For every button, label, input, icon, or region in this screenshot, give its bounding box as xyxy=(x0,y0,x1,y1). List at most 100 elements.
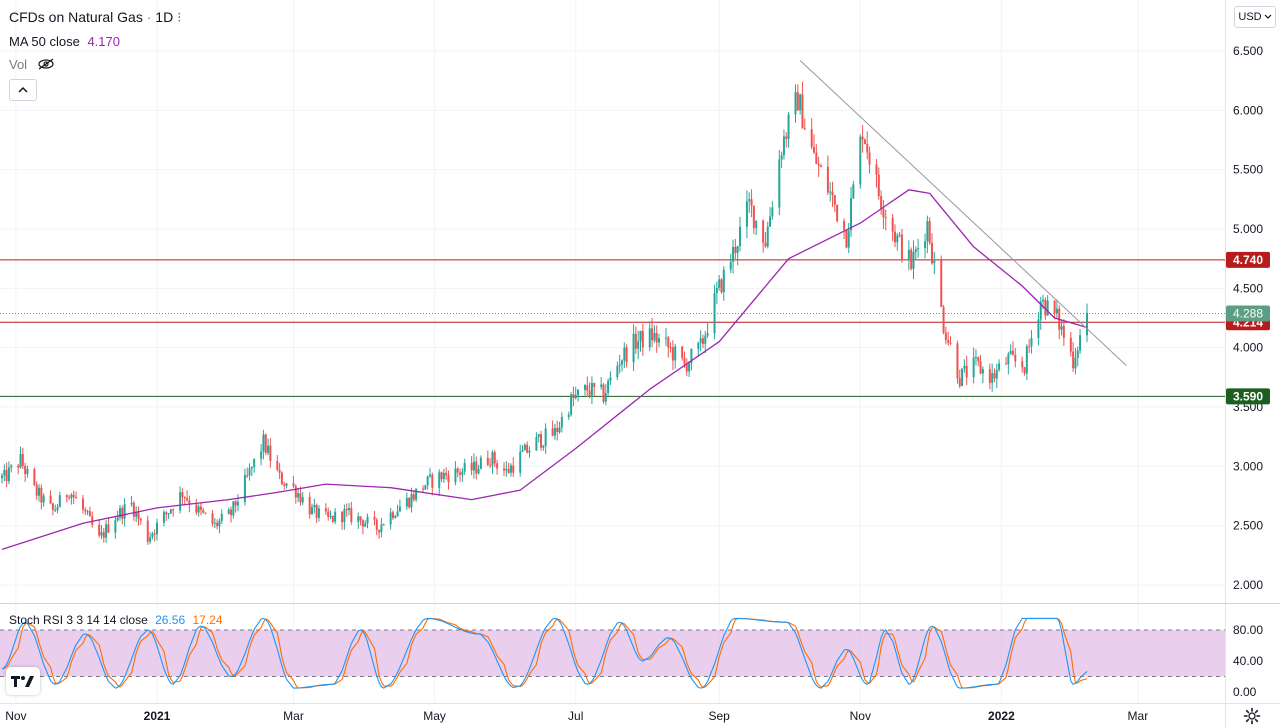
candle[interactable] xyxy=(380,518,383,538)
candle[interactable] xyxy=(107,517,110,534)
candle[interactable] xyxy=(123,498,126,527)
candle[interactable] xyxy=(965,355,968,386)
candle[interactable] xyxy=(884,209,887,231)
candle[interactable] xyxy=(236,494,239,512)
candle[interactable] xyxy=(558,421,561,434)
candle[interactable] xyxy=(51,502,54,516)
candle[interactable] xyxy=(738,216,741,252)
candle[interactable] xyxy=(56,504,59,514)
candle[interactable] xyxy=(1014,348,1017,368)
candle[interactable] xyxy=(706,323,709,339)
candle[interactable] xyxy=(493,450,496,468)
candle[interactable] xyxy=(944,326,947,345)
candle[interactable] xyxy=(366,513,369,529)
candle[interactable] xyxy=(991,363,994,392)
candle[interactable] xyxy=(1028,339,1031,353)
candle[interactable] xyxy=(234,499,237,513)
candle[interactable] xyxy=(882,199,885,229)
candle[interactable] xyxy=(283,481,286,490)
candle[interactable] xyxy=(1072,342,1075,373)
candle[interactable] xyxy=(947,331,950,346)
candle[interactable] xyxy=(748,192,751,213)
candle[interactable] xyxy=(924,233,927,259)
candle[interactable] xyxy=(732,239,735,274)
candle[interactable] xyxy=(503,462,506,477)
candle[interactable] xyxy=(998,359,1001,372)
candle[interactable] xyxy=(859,134,862,189)
candle[interactable] xyxy=(211,509,214,527)
candle[interactable] xyxy=(542,444,545,451)
candle[interactable] xyxy=(412,490,415,502)
candle[interactable] xyxy=(72,490,75,504)
candle[interactable] xyxy=(512,457,515,478)
candle[interactable] xyxy=(528,446,531,458)
candle[interactable] xyxy=(410,487,413,513)
candle[interactable] xyxy=(405,492,408,510)
candle[interactable] xyxy=(199,502,202,516)
candle[interactable] xyxy=(183,496,186,506)
candle[interactable] xyxy=(780,151,783,168)
candle[interactable] xyxy=(690,348,693,371)
candle[interactable] xyxy=(553,423,556,440)
candle[interactable] xyxy=(91,511,94,528)
candle[interactable] xyxy=(262,429,265,460)
candle[interactable] xyxy=(75,491,78,499)
candle[interactable] xyxy=(172,508,175,517)
candle[interactable] xyxy=(535,432,538,451)
candle[interactable] xyxy=(19,446,22,469)
candle[interactable] xyxy=(593,382,596,396)
candle[interactable] xyxy=(301,492,304,505)
candle[interactable] xyxy=(979,355,982,375)
candle[interactable] xyxy=(378,529,381,539)
candle[interactable] xyxy=(956,340,959,384)
candle[interactable] xyxy=(590,376,593,405)
candle[interactable] xyxy=(299,486,302,506)
candle[interactable] xyxy=(912,240,915,280)
candle[interactable] xyxy=(632,324,635,371)
candle[interactable] xyxy=(84,507,87,516)
candle[interactable] xyxy=(137,506,140,526)
candle[interactable] xyxy=(697,341,700,356)
candle[interactable] xyxy=(810,118,813,150)
candle[interactable] xyxy=(850,186,853,237)
candle[interactable] xyxy=(600,377,603,390)
candle[interactable] xyxy=(794,84,797,123)
candle[interactable] xyxy=(722,266,725,301)
ma50-line[interactable] xyxy=(1,189,1088,551)
candle[interactable] xyxy=(454,461,457,486)
candle[interactable] xyxy=(509,463,512,477)
candle[interactable] xyxy=(1011,341,1014,356)
candle[interactable] xyxy=(153,529,156,542)
candle[interactable] xyxy=(477,464,480,475)
candle[interactable] xyxy=(829,181,832,202)
symbol-legend[interactable]: CFDs on Natural Gas · 1D ⁝ xyxy=(9,9,182,26)
candle[interactable] xyxy=(586,376,589,397)
candle[interactable] xyxy=(623,342,626,369)
candle[interactable] xyxy=(750,189,753,218)
candle[interactable] xyxy=(537,433,540,443)
candle[interactable] xyxy=(674,343,677,369)
candle[interactable] xyxy=(149,532,152,545)
vol-legend[interactable]: Vol xyxy=(9,57,55,72)
candle[interactable] xyxy=(523,443,526,451)
stoch-d-line[interactable] xyxy=(1,617,1088,689)
candle[interactable] xyxy=(639,330,642,352)
candle[interactable] xyxy=(1055,299,1058,319)
candle[interactable] xyxy=(21,447,24,469)
candle[interactable] xyxy=(803,118,806,130)
candle[interactable] xyxy=(863,138,866,145)
candle[interactable] xyxy=(544,423,547,454)
candle[interactable] xyxy=(1037,312,1040,346)
trendline-group[interactable] xyxy=(799,60,1127,366)
candle[interactable] xyxy=(637,330,640,360)
candle[interactable] xyxy=(389,508,392,530)
candle[interactable] xyxy=(253,458,256,473)
candle[interactable] xyxy=(861,125,864,153)
candle[interactable] xyxy=(877,167,880,200)
candle[interactable] xyxy=(713,284,716,340)
candle[interactable] xyxy=(785,132,788,148)
candle[interactable] xyxy=(42,493,45,507)
stoch-legend[interactable]: Stoch RSI 3 3 14 14 close 26.56 17.24 xyxy=(9,613,223,627)
candle[interactable] xyxy=(655,325,658,353)
